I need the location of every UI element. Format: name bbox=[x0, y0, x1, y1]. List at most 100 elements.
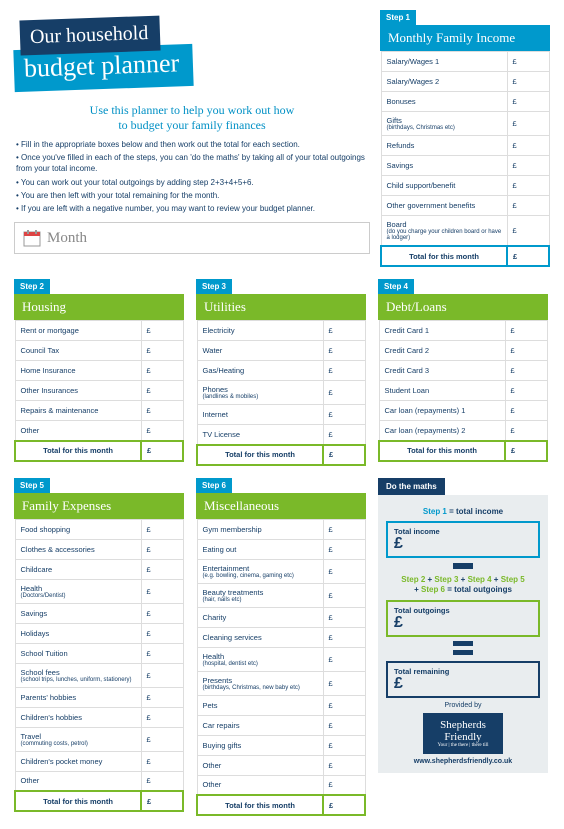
amount-input[interactable]: £ bbox=[323, 539, 365, 559]
amount-input[interactable]: £ bbox=[323, 647, 365, 671]
house-pound-icon: £ bbox=[201, 25, 257, 88]
amount-input[interactable]: £ bbox=[505, 361, 547, 381]
amount-input[interactable]: £ bbox=[323, 775, 365, 795]
amount-input[interactable]: £ bbox=[141, 579, 183, 603]
table-row: Childcare£ bbox=[15, 559, 183, 579]
amount-input[interactable]: £ bbox=[507, 176, 549, 196]
total-amount[interactable]: £ bbox=[507, 246, 549, 266]
amount-input[interactable]: £ bbox=[323, 715, 365, 735]
amount-input[interactable]: £ bbox=[507, 156, 549, 176]
row-label: Car repairs bbox=[197, 715, 323, 735]
amount-input[interactable]: £ bbox=[505, 381, 547, 401]
amount-input[interactable]: £ bbox=[507, 112, 549, 136]
amount-input[interactable]: £ bbox=[323, 695, 365, 715]
total-amount[interactable]: £ bbox=[323, 795, 365, 815]
row-label: Beauty treatments(hair, nails etc) bbox=[197, 583, 323, 607]
total-amount[interactable]: £ bbox=[141, 441, 183, 461]
amount-input[interactable]: £ bbox=[141, 663, 183, 687]
amount-input[interactable]: £ bbox=[141, 751, 183, 771]
row-label: Other bbox=[197, 755, 323, 775]
row-label: Child support/benefit bbox=[381, 176, 507, 196]
amount-input[interactable]: £ bbox=[141, 687, 183, 707]
step2-tab: Step 2 bbox=[14, 279, 50, 294]
row-label: Buying gifts bbox=[197, 735, 323, 755]
amount-input[interactable]: £ bbox=[507, 52, 549, 72]
row-label: Health(Doctors/Dentist) bbox=[15, 579, 141, 603]
row-label: Refunds bbox=[381, 136, 507, 156]
amount-input[interactable]: £ bbox=[323, 559, 365, 583]
total-outgoings-box[interactable]: Total outgoings £ bbox=[386, 600, 540, 637]
table-row: TV License£ bbox=[197, 425, 365, 445]
amount-input[interactable]: £ bbox=[507, 196, 549, 216]
table-row: Other£ bbox=[197, 755, 365, 775]
total-income-box[interactable]: Total income £ bbox=[386, 521, 540, 558]
equals-icon bbox=[386, 641, 540, 657]
month-input[interactable]: Month bbox=[14, 222, 370, 254]
amount-input[interactable]: £ bbox=[505, 401, 547, 421]
svg-text:£: £ bbox=[225, 52, 233, 69]
table-row: Council Tax£ bbox=[15, 341, 183, 361]
amount-input[interactable]: £ bbox=[141, 421, 183, 441]
amount-input[interactable]: £ bbox=[141, 623, 183, 643]
step6-panel: Step 6MiscellaneousGym membership£Eating… bbox=[196, 478, 366, 817]
table-row: Other Insurances£ bbox=[15, 381, 183, 401]
total-amount[interactable]: £ bbox=[141, 791, 183, 811]
table-row: Food shopping£ bbox=[15, 519, 183, 539]
amount-input[interactable]: £ bbox=[323, 735, 365, 755]
total-remaining-box[interactable]: Total remaining £ bbox=[386, 661, 540, 698]
table-row: Gas/Heating£ bbox=[197, 361, 365, 381]
amount-input[interactable]: £ bbox=[141, 381, 183, 401]
step3-title: Utilities bbox=[196, 294, 366, 320]
minus-icon bbox=[386, 562, 540, 571]
amount-input[interactable]: £ bbox=[323, 341, 365, 361]
amount-input[interactable]: £ bbox=[323, 321, 365, 341]
row-label: Childcare bbox=[15, 559, 141, 579]
row-label: Electricity bbox=[197, 321, 323, 341]
amount-input[interactable]: £ bbox=[323, 519, 365, 539]
table-row: School Tuition£ bbox=[15, 643, 183, 663]
amount-input[interactable]: £ bbox=[323, 425, 365, 445]
amount-input[interactable]: £ bbox=[323, 583, 365, 607]
amount-input[interactable]: £ bbox=[141, 519, 183, 539]
table-row: Cleaning services£ bbox=[197, 627, 365, 647]
amount-input[interactable]: £ bbox=[141, 401, 183, 421]
table-row: Repairs & maintenance£ bbox=[15, 401, 183, 421]
total-row: Total for this month£ bbox=[15, 441, 183, 461]
step1-panel: Step 1Monthly Family IncomeSalary/Wages … bbox=[380, 10, 550, 267]
table-row: Gifts(birthdays, Christmas etc)£ bbox=[381, 112, 549, 136]
amount-input[interactable]: £ bbox=[141, 341, 183, 361]
amount-input[interactable]: £ bbox=[141, 771, 183, 791]
amount-input[interactable]: £ bbox=[141, 727, 183, 751]
amount-input[interactable]: £ bbox=[507, 72, 549, 92]
table-row: Bonuses£ bbox=[381, 92, 549, 112]
maths-panel: Step 1 = total income Total income £ Ste… bbox=[378, 495, 548, 774]
amount-input[interactable]: £ bbox=[323, 755, 365, 775]
amount-input[interactable]: £ bbox=[505, 321, 547, 341]
table-row: Other£ bbox=[15, 421, 183, 441]
amount-input[interactable]: £ bbox=[141, 539, 183, 559]
amount-input[interactable]: £ bbox=[505, 341, 547, 361]
amount-input[interactable]: £ bbox=[141, 361, 183, 381]
amount-input[interactable]: £ bbox=[141, 321, 183, 341]
row-label: School Tuition bbox=[15, 643, 141, 663]
amount-input[interactable]: £ bbox=[507, 92, 549, 112]
amount-input[interactable]: £ bbox=[323, 671, 365, 695]
row-label: Charity bbox=[197, 607, 323, 627]
amount-input[interactable]: £ bbox=[507, 136, 549, 156]
amount-input[interactable]: £ bbox=[141, 559, 183, 579]
amount-input[interactable]: £ bbox=[323, 627, 365, 647]
table-row: Board(do you charge your children board … bbox=[381, 216, 549, 247]
amount-input[interactable]: £ bbox=[323, 361, 365, 381]
amount-input[interactable]: £ bbox=[505, 421, 547, 441]
amount-input[interactable]: £ bbox=[141, 643, 183, 663]
amount-input[interactable]: £ bbox=[323, 607, 365, 627]
amount-input[interactable]: £ bbox=[141, 603, 183, 623]
amount-input[interactable]: £ bbox=[141, 707, 183, 727]
table-row: Children's pocket money£ bbox=[15, 751, 183, 771]
amount-input[interactable]: £ bbox=[507, 216, 549, 247]
title-line1: Our household bbox=[19, 16, 160, 56]
total-amount[interactable]: £ bbox=[505, 441, 547, 461]
amount-input[interactable]: £ bbox=[323, 405, 365, 425]
amount-input[interactable]: £ bbox=[323, 381, 365, 405]
total-amount[interactable]: £ bbox=[323, 445, 365, 465]
